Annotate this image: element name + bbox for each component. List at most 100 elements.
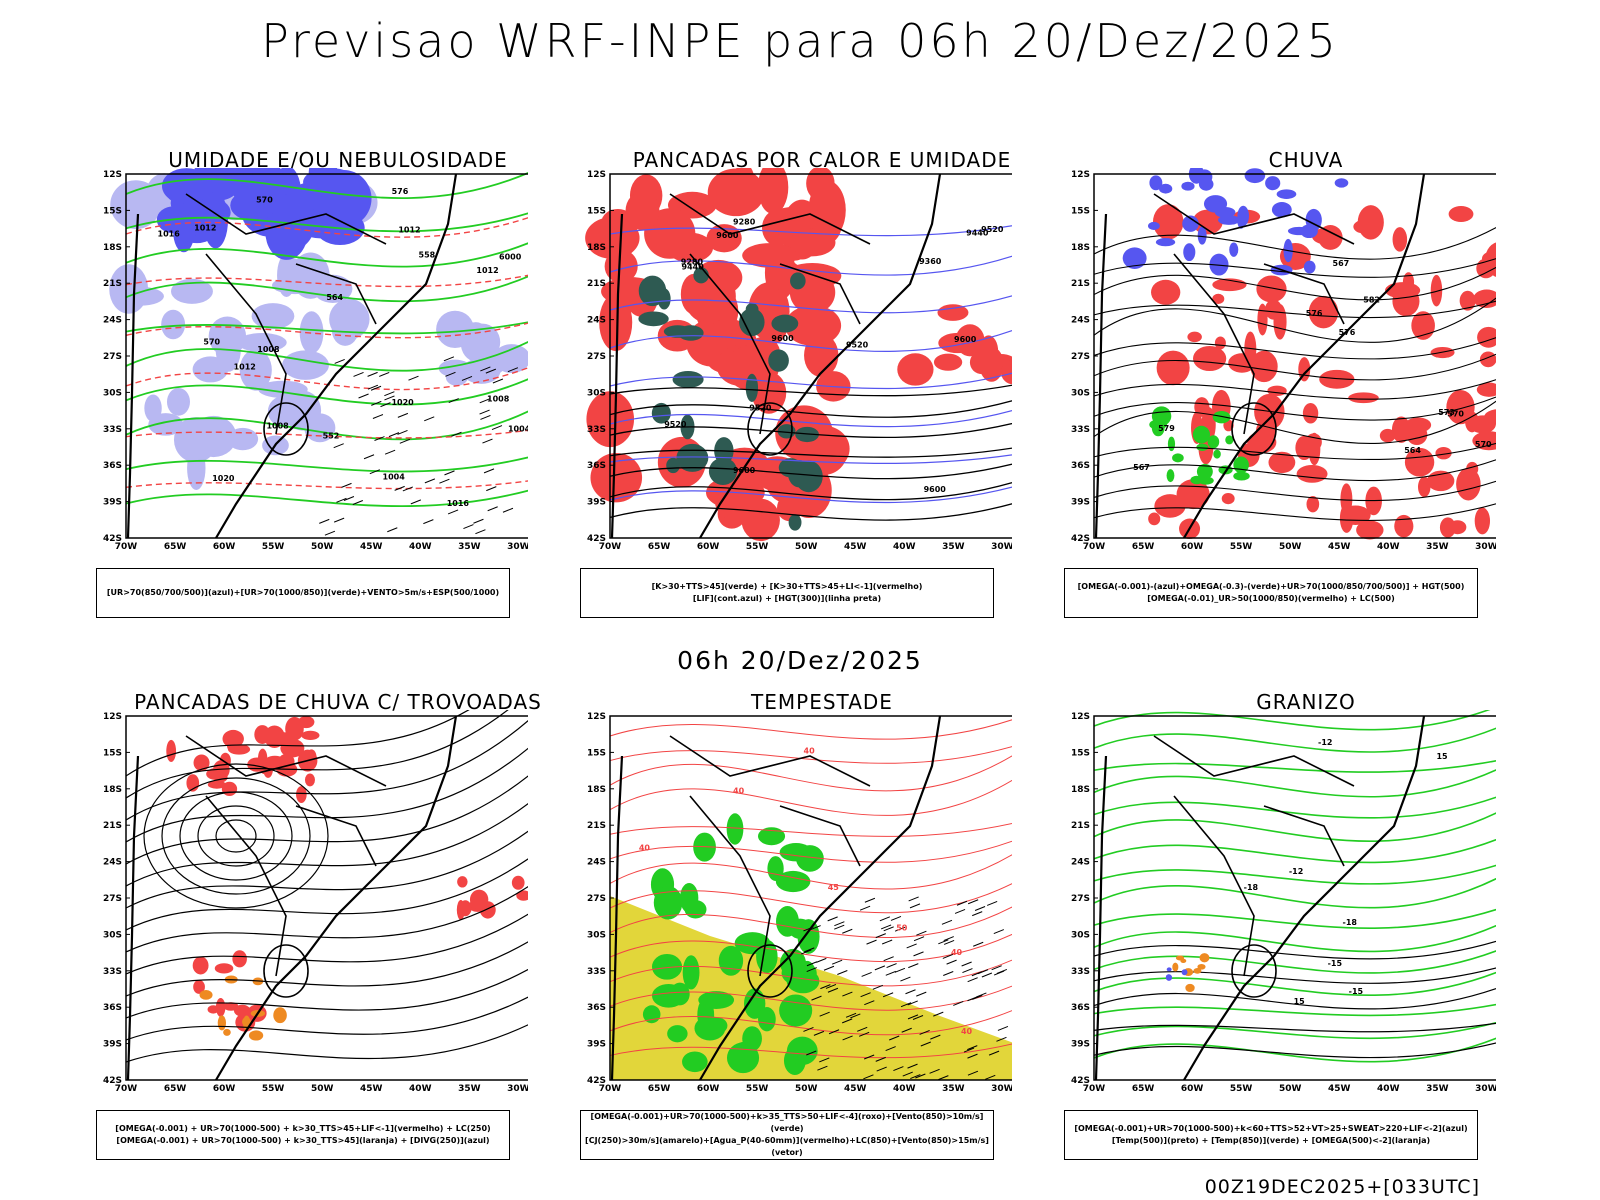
lat-tick-label: 42S: [103, 1076, 122, 1086]
lat-tick-label: 33S: [587, 967, 606, 977]
lon-tick-label: 50W: [795, 1084, 818, 1094]
lat-tick-label: 15S: [587, 748, 606, 758]
lon-tick-label: 40W: [893, 1084, 916, 1094]
lat-tick-label: 18S: [103, 785, 122, 795]
contour-label: 9600: [924, 485, 947, 494]
contour-label: 9520: [749, 403, 772, 412]
lat-tick-label: 12S: [103, 712, 122, 722]
lat-tick-label: 33S: [1071, 967, 1090, 977]
legend-box: [OMEGA(-0.001)+UR>70(1000-500)+k>35_TTS>…: [580, 1110, 994, 1160]
lat-tick-label: 27S: [1071, 894, 1090, 904]
lat-tick-label: 18S: [587, 785, 606, 795]
lon-tick-label: 45W: [844, 1084, 867, 1094]
lon-tick-label: 65W: [164, 1084, 187, 1094]
lat-tick-label: 30S: [103, 930, 122, 940]
contour-label: 40: [639, 844, 651, 853]
lon-tick-label: 65W: [648, 1084, 671, 1094]
lat-tick-label: 39S: [1071, 498, 1090, 508]
lat-tick-label: 27S: [587, 894, 606, 904]
lat-tick-label: 21S: [103, 279, 122, 289]
lon-tick-label: 40W: [409, 542, 432, 552]
lat-tick-label: 27S: [103, 894, 122, 904]
legend-line: [OMEGA(-0.001)+UR>70(1000-500)+k<60+TTS>…: [1074, 1124, 1468, 1133]
lat-tick-label: 30S: [1071, 388, 1090, 398]
lat-tick-label: 39S: [587, 1040, 606, 1050]
contour-label: 40: [804, 746, 816, 755]
storm-orange: [199, 975, 287, 1041]
lat-tick-label: 30S: [587, 388, 606, 398]
contour-label: 1008: [257, 345, 280, 354]
country-borders: [669, 193, 871, 456]
lon-tick-label: 65W: [648, 542, 671, 552]
lat-tick-label: 36S: [103, 461, 122, 471]
panel-title: PANCADAS DE CHUVA C/ TROVOADAS: [134, 690, 542, 714]
lat-tick-label: 42S: [1071, 534, 1090, 544]
contour-label: 50: [896, 924, 908, 933]
legend-line: [Temp(500)](preto) + [Temp(850)](verde) …: [1111, 1136, 1431, 1145]
coastline: [610, 173, 942, 539]
lat-tick-label: 18S: [587, 243, 606, 253]
lon-tick-label: 40W: [409, 1084, 432, 1094]
country-borders: [669, 735, 871, 998]
panel-tempestade: TEMPESTADE 12S 15S 18S 21S 24S 27S 30S 33S 36S 39…: [572, 690, 1072, 1180]
lat-tick-label: 33S: [103, 425, 122, 435]
panel-chuva: CHUVA 12S 15S 18S 21S 24S 27S 30S 33S 36S 39S 42S 7…: [1056, 148, 1556, 638]
contour-label: 576: [1339, 328, 1356, 337]
legend-line: [OMEGA(-0.001) + UR>70(1000-500) + k>30_…: [116, 1136, 490, 1145]
lat-tick-label: 42S: [1071, 1076, 1090, 1086]
wind850-green: [642, 813, 824, 1075]
lon-tick-label: 65W: [164, 542, 187, 552]
contour-label: 9520: [664, 420, 687, 429]
humidity-blue: [156, 168, 372, 260]
legend-line: [OMEGA(-0.01)_UR>50(1000/850)(vermelho) …: [1147, 594, 1395, 603]
lon-tick-label: 50W: [311, 542, 334, 552]
lon-tick-label: 30W: [507, 1084, 528, 1094]
temp500-black: [1093, 940, 1496, 1059]
lon-tick-label: 35W: [942, 542, 965, 552]
lon-tick-label: 45W: [844, 542, 867, 552]
lon-tick-label: 65W: [1132, 1084, 1155, 1094]
contour-label: 1012: [476, 266, 498, 275]
contour-label: 9600: [771, 334, 794, 343]
lon-tick-label: 50W: [1279, 1084, 1302, 1094]
contour-label: 9440: [966, 228, 989, 237]
contour-label: 9600: [716, 231, 739, 240]
lon-tick-label: 35W: [1426, 1084, 1449, 1094]
lon-tick-label: 50W: [311, 1084, 334, 1094]
contour-label: 582: [1363, 295, 1380, 304]
lon-tick-label: 50W: [795, 542, 818, 552]
coastline: [610, 715, 942, 1081]
lon-tick-label: 55W: [262, 542, 285, 552]
lat-tick-label: 24S: [1071, 858, 1090, 868]
legend-line: [OMEGA(-0.001)-(azul)+OMEGA(-0.3)-(verde…: [1077, 582, 1465, 591]
contour-label: 573: [1438, 408, 1455, 417]
contour-label: 1020: [391, 398, 414, 407]
lon-tick-label: 35W: [1426, 542, 1449, 552]
contour-label: 1016: [447, 499, 470, 508]
contour-label: -12: [1318, 738, 1332, 747]
lat-tick-label: 27S: [1071, 352, 1090, 362]
coastline: [126, 173, 458, 539]
panel-title: TEMPESTADE: [751, 690, 893, 714]
coastline: [1094, 173, 1426, 539]
lat-tick-label: 33S: [103, 967, 122, 977]
legend-box: [OMEGA(-0.001)-(azul)+OMEGA(-0.3)-(verde…: [1064, 568, 1478, 618]
lat-tick-label: 42S: [587, 1076, 606, 1086]
country-borders: [185, 193, 387, 456]
lon-tick-label: 70W: [1083, 542, 1106, 552]
lon-tick-label: 40W: [893, 542, 916, 552]
temp850-green: [1093, 710, 1496, 1063]
panel-title: CHUVA: [1268, 148, 1344, 172]
legend-box: [OMEGA(-0.001) + UR>70(1000-500) + k>30_…: [96, 1110, 510, 1160]
lon-tick-label: 35W: [458, 1084, 481, 1094]
lon-tick-label: 70W: [115, 542, 138, 552]
legend-box: [UR>70(850/700/500)](azul)+[UR>70(1000/8…: [96, 568, 510, 618]
contour-label: 1012: [194, 223, 216, 232]
lat-tick-label: 21S: [103, 821, 122, 831]
lon-tick-label: 70W: [599, 1084, 622, 1094]
valid-time-title: 06h 20/Dez/2025: [677, 646, 923, 675]
lon-tick-label: 30W: [1475, 542, 1496, 552]
hail-blue: [1165, 967, 1188, 981]
